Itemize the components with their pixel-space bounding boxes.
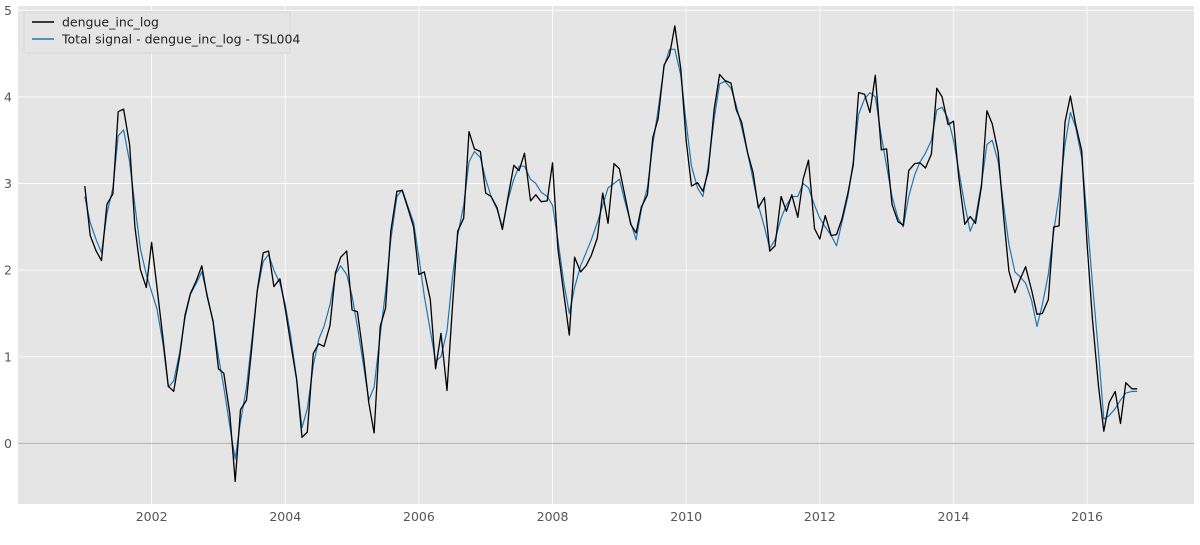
series-lines xyxy=(84,25,1138,483)
x-tick-label: 2008 xyxy=(537,509,569,524)
y-tick-label: 1 xyxy=(4,349,12,364)
y-tick-labels: 0 1 2 3 4 5 xyxy=(4,3,12,451)
y-tick-label: 4 xyxy=(4,89,12,104)
legend-box xyxy=(23,11,291,54)
grid-lines xyxy=(18,6,1194,504)
series-line-total-signal xyxy=(84,48,1138,460)
x-tick-label: 2010 xyxy=(670,509,702,524)
x-tick-label: 2006 xyxy=(403,509,435,524)
legend-label-total-signal: Total signal - dengue_inc_log - TSL004 xyxy=(61,32,300,47)
plot-area xyxy=(18,6,1194,504)
y-tick-label: 5 xyxy=(4,3,12,18)
x-tick-labels: 2002 2004 2006 2008 2010 2012 2014 2016 xyxy=(136,509,1103,524)
y-tick-label: 3 xyxy=(4,176,12,191)
legend: dengue_inc_log Total signal - dengue_inc… xyxy=(23,11,300,54)
x-tick-label: 2014 xyxy=(938,509,970,524)
y-tick-label: 0 xyxy=(4,436,12,451)
legend-label-observed: dengue_inc_log xyxy=(62,15,159,30)
x-tick-label: 2002 xyxy=(136,509,168,524)
x-tick-label: 2012 xyxy=(804,509,836,524)
x-tick-label: 2016 xyxy=(1071,509,1103,524)
x-tick-label: 2004 xyxy=(269,509,301,524)
series-line-observed xyxy=(84,25,1138,483)
y-tick-label: 2 xyxy=(4,263,12,278)
